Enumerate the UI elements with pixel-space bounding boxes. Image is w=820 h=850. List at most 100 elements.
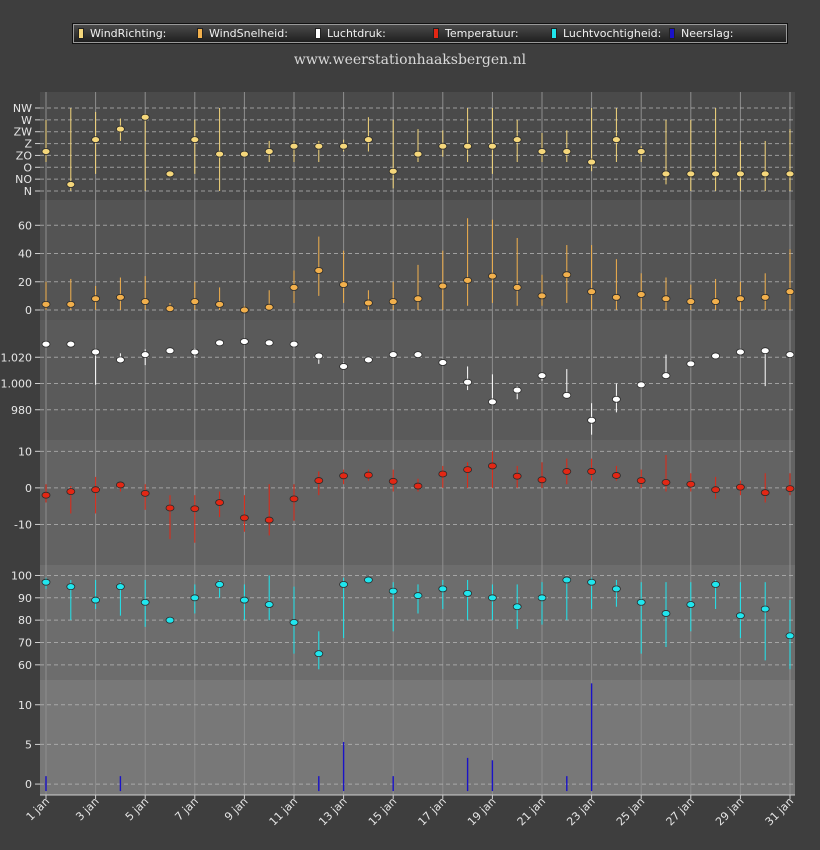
temperatuur-point <box>587 468 596 475</box>
luchtvochtigheid-point <box>760 605 770 613</box>
x-tick-label: 15 jan <box>366 795 399 828</box>
luchtvochtigheid-swatch <box>551 28 557 39</box>
luchtdruk-swatch <box>315 28 321 39</box>
panel-background <box>40 440 795 565</box>
y-tick-label: NO <box>15 173 32 186</box>
windrichting-point <box>140 113 150 121</box>
temperatuur-point <box>264 516 274 524</box>
temperatuur-point <box>388 477 398 485</box>
y-tick-label: -10 <box>14 518 32 531</box>
luchtdruk-point <box>612 395 621 403</box>
luchtdruk-point <box>91 348 100 356</box>
legend-label: WindSnelheid: <box>209 27 288 40</box>
y-tick-label: N <box>24 185 32 198</box>
legend-label: Luchtvochtigheid: <box>563 27 662 40</box>
luchtdruk-point <box>363 356 373 364</box>
windsnelheid-point <box>140 298 150 305</box>
y-tick-label: 80 <box>18 614 32 627</box>
luchtvochtigheid-point <box>413 592 423 599</box>
luchtvochtigheid-point <box>636 598 646 606</box>
legend-item-neerslag: Neerslag: <box>669 26 734 41</box>
windsnelheid-point <box>512 284 522 291</box>
temperatuur-point <box>736 483 745 491</box>
luchtdruk-point <box>289 340 299 348</box>
temperatuur-point <box>215 499 225 506</box>
windrichting-point <box>363 136 373 144</box>
y-tick-label: 40 <box>18 248 32 261</box>
temperatuur-point <box>636 477 646 484</box>
temperatuur-point <box>463 466 473 473</box>
windrichting-point <box>339 142 349 150</box>
x-tick-label: 9 jan <box>222 795 250 823</box>
luchtdruk-point <box>239 338 249 345</box>
x-tick-label: 31 jan <box>763 795 796 828</box>
luchtdruk-point <box>711 352 720 360</box>
y-tick-label: 0 <box>25 778 32 791</box>
windsnelheid-point <box>339 281 349 288</box>
luchtvochtigheid-point <box>612 585 621 593</box>
luchtdruk-point <box>264 339 274 347</box>
y-tick-label: 0 <box>25 304 32 317</box>
luchtdruk-point <box>487 398 497 406</box>
y-tick-label: 100 <box>11 569 32 582</box>
windsnelheid-point <box>587 288 596 296</box>
x-tick-label: 3 jan <box>73 795 101 823</box>
y-tick-label: NW <box>13 102 32 115</box>
luchtvochtigheid-point <box>363 576 373 584</box>
windsnelheid-point <box>562 271 572 279</box>
luchtdruk-point <box>215 339 225 347</box>
luchtvochtigheid-point <box>711 581 720 588</box>
windrichting-point <box>686 170 696 178</box>
windrichting-point <box>66 181 76 188</box>
temperatuur-point <box>413 482 423 490</box>
luchtdruk-point <box>463 378 473 386</box>
y-tick-label: W <box>21 114 32 127</box>
luchtdruk-point <box>587 416 596 424</box>
temperatuur-point <box>537 476 547 484</box>
luchtvochtigheid-point <box>512 603 522 611</box>
temperatuur-point <box>41 491 51 499</box>
windrichting-point <box>487 142 497 150</box>
y-tick-label: 980 <box>11 404 32 417</box>
y-tick-label: ZW <box>14 126 33 139</box>
x-tick-label: 5 jan <box>123 795 151 823</box>
legend-label: Luchtdruk: <box>327 27 386 40</box>
x-tick-label: 29 jan <box>713 795 746 828</box>
windrichting-point <box>785 170 795 178</box>
temperatuur-point <box>612 472 621 479</box>
luchtdruk-point <box>314 352 324 360</box>
temperatuur-point <box>140 489 150 497</box>
windsnelheid-point <box>711 298 720 305</box>
windrichting-point <box>190 136 200 144</box>
windsnelheid-point <box>661 295 671 303</box>
windrichting-point <box>165 170 175 178</box>
windsnelheid-swatch <box>197 28 203 39</box>
windrichting-point <box>215 150 225 158</box>
windsnelheid-point <box>760 293 770 301</box>
windsnelheid-point <box>165 305 175 312</box>
x-tick-label: 21 jan <box>515 795 548 828</box>
luchtdruk-point <box>686 360 696 368</box>
windrichting-point <box>41 148 51 155</box>
windrichting-point <box>413 150 423 158</box>
legend-label: Neerslag: <box>681 27 734 40</box>
windrichting-point <box>264 148 274 155</box>
luchtdruk-point <box>116 356 125 364</box>
windsnelheid-point <box>41 300 51 308</box>
luchtvochtigheid-point <box>785 632 795 640</box>
y-tick-label: 20 <box>18 276 32 289</box>
x-tick-label: 25 jan <box>614 795 647 828</box>
legend-item-luchtvochtigheid: Luchtvochtigheid: <box>551 26 661 41</box>
luchtvochtigheid-point <box>388 587 398 595</box>
temperatuur-point <box>339 472 349 480</box>
panel-background <box>40 680 795 795</box>
luchtdruk-point <box>388 351 398 359</box>
windsnelheid-point <box>66 300 76 308</box>
windrichting-point <box>314 142 324 150</box>
luchtdruk-point <box>736 348 745 356</box>
temperatuur-point <box>711 486 720 494</box>
y-tick-label: 1.020 <box>1 351 33 364</box>
windsnelheid-point <box>239 306 249 314</box>
